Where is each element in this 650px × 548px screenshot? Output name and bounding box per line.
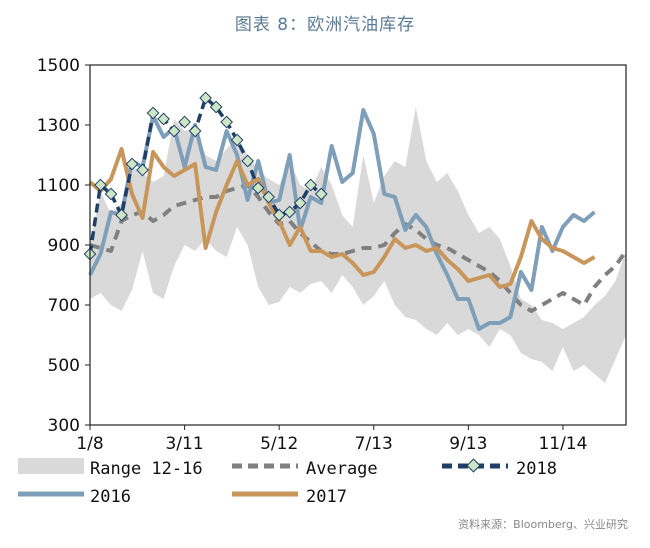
legend-label-range: Range 12-16	[90, 459, 203, 479]
series-2018-point	[220, 115, 233, 129]
series-2018-point	[293, 196, 307, 210]
y-tick-label: 1300	[37, 116, 80, 136]
y-tick-label: 1100	[37, 176, 80, 196]
legend: Range 12-16 Average 2018 2016 2017	[18, 458, 557, 507]
series-2018-point	[314, 187, 328, 201]
series-2018-point	[115, 208, 128, 222]
legend-label-2017: 2017	[306, 487, 347, 507]
series-2018-point	[157, 112, 170, 126]
series-average-line	[89, 183, 628, 313]
axes: 300 500 700 900 1100 1300 1500 1/8 3/11 5/12 7/13 9…	[37, 56, 627, 454]
series-2018-point	[104, 187, 118, 201]
series-2018-point	[146, 106, 160, 120]
y-tick-label: 300	[48, 416, 80, 436]
series-2017-line	[88, 147, 596, 289]
legend-label-average: Average	[306, 459, 378, 479]
chart-title: 图表 8：欧洲汽油库存	[234, 15, 416, 35]
x-tick-label: 7/13	[355, 434, 393, 454]
x-tick-label: 5/12	[260, 434, 298, 454]
series-2018-point	[251, 181, 265, 195]
series-2018-point	[94, 178, 107, 192]
y-tick-label: 1500	[37, 56, 80, 76]
series-2018-point	[304, 178, 318, 192]
series-2018-point	[272, 208, 286, 222]
x-tick-label: 3/11	[165, 434, 203, 454]
y-tick-label: 700	[48, 296, 80, 316]
legend-swatch-range	[18, 458, 84, 474]
series-2018-point	[178, 115, 191, 129]
x-tick-label: 1/8	[76, 434, 103, 454]
y-tick-label: 500	[48, 356, 80, 376]
series-2018-point	[241, 154, 255, 168]
legend-label-2018: 2018	[516, 459, 557, 479]
series-2018-point	[283, 205, 297, 219]
series-2018-point	[230, 133, 244, 147]
legend-marker-2018	[466, 458, 481, 473]
series-range-12-16-band	[90, 107, 626, 383]
series-2018-point	[125, 157, 139, 171]
plot-area	[83, 91, 628, 383]
x-tick-label: 9/13	[449, 434, 487, 454]
series-2018-point	[199, 91, 212, 105]
series-2018-point	[209, 100, 223, 114]
y-tick-label: 900	[48, 236, 80, 256]
series-2018-point	[136, 163, 149, 177]
x-tick-label: 11/14	[538, 434, 587, 454]
series-2018-point	[167, 124, 181, 138]
legend-label-2016: 2016	[90, 487, 131, 507]
source-note: 资料来源：Bloomberg、兴业研究	[458, 518, 628, 531]
series-2018-point	[262, 190, 276, 204]
series-2018-point	[188, 124, 202, 138]
